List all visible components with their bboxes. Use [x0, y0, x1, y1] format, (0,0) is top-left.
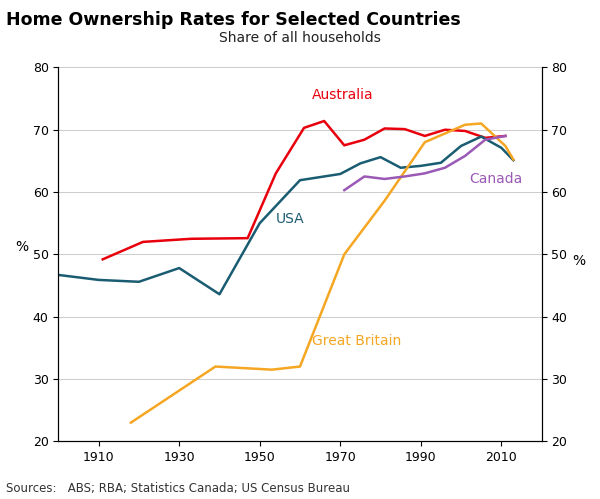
- Y-axis label: %: %: [15, 241, 28, 254]
- Text: Share of all households: Share of all households: [219, 31, 381, 45]
- Text: Canada: Canada: [469, 172, 523, 186]
- Text: Home Ownership Rates for Selected Countries: Home Ownership Rates for Selected Countr…: [6, 11, 461, 29]
- Text: Great Britain: Great Britain: [312, 334, 401, 348]
- Text: Sources:   ABS; RBA; Statistics Canada; US Census Bureau: Sources: ABS; RBA; Statistics Canada; US…: [6, 482, 350, 495]
- Text: Australia: Australia: [312, 87, 374, 102]
- Y-axis label: %: %: [572, 254, 585, 268]
- Text: USA: USA: [276, 212, 304, 226]
